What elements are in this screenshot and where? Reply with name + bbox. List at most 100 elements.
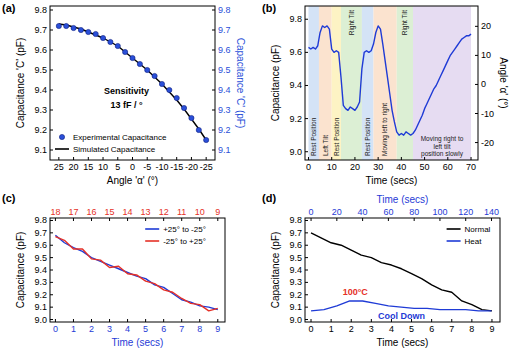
tick xyxy=(305,319,308,320)
tick-label: 40 xyxy=(396,162,406,172)
legend-item: -25° to +25° xyxy=(145,237,206,246)
region xyxy=(397,6,413,160)
tick xyxy=(305,294,308,295)
tick-label: 9.5 xyxy=(34,65,47,75)
axis-title: Time (secs) xyxy=(377,194,429,205)
tick-label: 4 xyxy=(389,324,394,334)
tick-label: 140 xyxy=(484,207,499,217)
point xyxy=(152,73,157,78)
series-line xyxy=(311,301,491,311)
tick xyxy=(145,218,146,221)
point xyxy=(196,127,201,132)
tick-label: 9.7 xyxy=(289,228,302,238)
tick xyxy=(217,319,218,322)
tick-label: 80 xyxy=(409,207,419,217)
tick xyxy=(305,19,308,20)
tick-label: 10 xyxy=(481,50,491,60)
axis-title: Time (secs) xyxy=(112,337,164,348)
tick-label: 9.6 xyxy=(218,45,231,55)
tick-label: 70 xyxy=(466,162,476,172)
tick-label: 9.4 xyxy=(34,265,47,275)
tick xyxy=(50,150,53,151)
tick-label: 6 xyxy=(161,324,166,334)
tick-label: 3 xyxy=(107,324,112,334)
tick xyxy=(50,270,53,271)
tick-label: 0 xyxy=(53,324,58,334)
tick-label: 13 xyxy=(141,207,151,217)
tick xyxy=(475,113,478,114)
tick-label: 4 xyxy=(125,324,130,334)
tick-label: 2 xyxy=(349,324,354,334)
tick-label: -20 xyxy=(481,138,494,148)
tick-label: 9.6 xyxy=(34,240,47,250)
tick-label: 15 xyxy=(105,207,115,217)
point xyxy=(167,87,172,92)
tick xyxy=(50,50,53,51)
tick xyxy=(191,157,192,160)
tick xyxy=(465,218,466,221)
tick xyxy=(88,157,89,160)
panel-label: (d) xyxy=(262,192,276,204)
axis-title: Capacitance 'C' (pF) xyxy=(235,38,246,129)
tick xyxy=(176,157,177,160)
tick-label: 20 xyxy=(332,207,342,217)
tick xyxy=(199,319,200,322)
panel-label: (b) xyxy=(262,2,276,14)
legend-item: Experimental Capacitance xyxy=(59,133,167,142)
figure: 2520151050-5-10-15-20-25Angle 'α' (°)9.1… xyxy=(0,0,520,354)
tick xyxy=(311,319,312,322)
tick-label: 9.8 xyxy=(34,215,47,225)
axis-title: Capacitance (pF) xyxy=(15,232,26,309)
tick xyxy=(91,319,92,322)
tick-label: 9.2 xyxy=(218,125,231,135)
tick xyxy=(305,282,308,283)
tick xyxy=(50,257,53,258)
tick xyxy=(401,157,402,160)
tick xyxy=(212,70,215,71)
tick xyxy=(50,245,53,246)
legend-line xyxy=(447,228,461,230)
tick-label: -10 xyxy=(481,109,494,119)
tick xyxy=(475,142,478,143)
tick xyxy=(311,218,312,221)
tick xyxy=(475,26,478,27)
tick-label: 10 xyxy=(195,207,205,217)
tick xyxy=(378,157,379,160)
region xyxy=(362,6,374,160)
frame xyxy=(50,6,215,160)
tick-label: 9.2 xyxy=(289,114,302,124)
tick-label: 9.7 xyxy=(34,25,47,35)
tick-label: 9.4 xyxy=(289,80,302,90)
point xyxy=(86,29,91,34)
tick xyxy=(50,307,53,308)
region-label: Right Tilt xyxy=(348,10,356,35)
tick xyxy=(305,52,308,53)
region-label: Left Tilt xyxy=(322,135,329,156)
tick xyxy=(91,218,92,221)
tick xyxy=(371,319,372,322)
point xyxy=(71,25,76,30)
tick xyxy=(305,220,308,221)
plot-area xyxy=(55,235,217,311)
legend-marker xyxy=(59,134,64,139)
tick-label: 11 xyxy=(177,207,186,217)
tick-label: 9.1 xyxy=(34,145,47,155)
tick-label: 9.8 xyxy=(289,14,302,24)
tick xyxy=(50,110,53,111)
tick xyxy=(117,157,118,160)
tick xyxy=(471,157,472,160)
tick-label: 10 xyxy=(327,162,337,172)
legend: +25° to -25°-25° to +25° xyxy=(145,225,206,246)
tick-label: 5 xyxy=(143,324,148,334)
tick xyxy=(447,157,448,160)
tick xyxy=(491,319,492,322)
tick-label: 50 xyxy=(420,162,430,172)
tick xyxy=(305,257,308,258)
tick-label: 9.5 xyxy=(289,253,302,263)
legend-item: Normal xyxy=(447,225,491,234)
tick xyxy=(305,85,308,86)
tick-label: -20 xyxy=(185,162,198,172)
tick xyxy=(50,90,53,91)
legend: NormalHeat xyxy=(447,225,491,246)
tick xyxy=(362,218,363,221)
